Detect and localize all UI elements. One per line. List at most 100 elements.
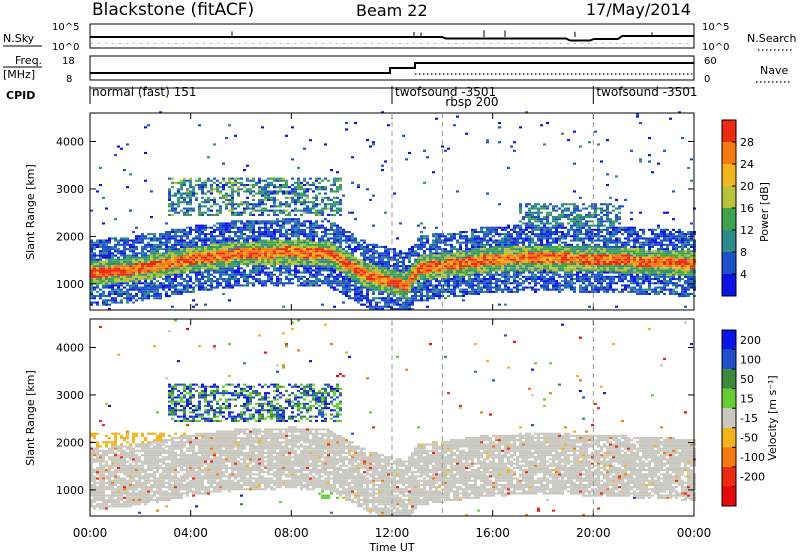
power-cell bbox=[504, 254, 507, 257]
power-cell bbox=[108, 282, 111, 285]
power-cell bbox=[369, 307, 372, 310]
power-cell bbox=[243, 271, 246, 274]
power-cell bbox=[150, 280, 153, 283]
power-cell bbox=[192, 254, 195, 257]
power-cell bbox=[366, 275, 369, 278]
power-cell bbox=[219, 181, 222, 184]
power-cell bbox=[321, 260, 324, 263]
power-cell bbox=[372, 305, 375, 308]
power-cell bbox=[231, 254, 234, 257]
power-cell bbox=[462, 252, 465, 255]
power-cell bbox=[339, 235, 342, 238]
power-cell bbox=[321, 207, 324, 210]
power-cell bbox=[294, 258, 297, 261]
power-cell bbox=[282, 184, 285, 187]
power-cell bbox=[342, 265, 345, 268]
cpid-mode-label: twofsound -3501 bbox=[395, 85, 496, 99]
power-cell bbox=[177, 282, 180, 285]
power-cell bbox=[111, 280, 114, 283]
power-cell bbox=[123, 275, 126, 278]
power-cell bbox=[303, 224, 306, 227]
power-cell bbox=[510, 235, 513, 238]
power-cell bbox=[321, 220, 324, 223]
power-cell bbox=[93, 260, 96, 263]
power-cell bbox=[261, 194, 264, 197]
power-cell bbox=[417, 282, 420, 285]
power-cell bbox=[312, 190, 315, 193]
power-cell bbox=[249, 260, 252, 263]
power-cell bbox=[534, 260, 537, 263]
power-cell bbox=[177, 181, 180, 184]
power-cell bbox=[408, 307, 411, 310]
power-cell bbox=[507, 275, 510, 278]
power-cell bbox=[264, 184, 267, 187]
power-cell bbox=[402, 307, 405, 310]
power-cell bbox=[498, 254, 501, 257]
power-cell bbox=[402, 258, 405, 261]
power-cell bbox=[546, 265, 549, 268]
power-cell bbox=[318, 284, 321, 287]
power-cell bbox=[366, 305, 369, 308]
power-cell bbox=[132, 271, 135, 274]
power-cell bbox=[516, 224, 519, 227]
power-cell bbox=[489, 263, 492, 266]
power-cell bbox=[243, 241, 246, 244]
power-cell bbox=[114, 290, 117, 293]
power-cell bbox=[396, 284, 399, 287]
power-cell bbox=[285, 241, 288, 244]
power-cell bbox=[348, 243, 351, 246]
power-cell bbox=[372, 290, 375, 293]
power-cell bbox=[429, 263, 432, 266]
power-cell bbox=[393, 267, 396, 270]
power-cell bbox=[333, 250, 336, 253]
power-cell bbox=[546, 260, 549, 263]
power-cell bbox=[504, 263, 507, 266]
power-cell bbox=[309, 265, 312, 268]
power-cell bbox=[279, 231, 282, 234]
power-cell bbox=[330, 254, 333, 257]
power-cell bbox=[387, 267, 390, 270]
nsearch-tick-top: 10^5 bbox=[702, 22, 729, 33]
power-cell bbox=[225, 248, 228, 251]
power-cell bbox=[405, 273, 408, 276]
power-cell bbox=[153, 245, 156, 248]
power-cell bbox=[105, 271, 108, 274]
power-cell bbox=[477, 237, 480, 240]
power-cell bbox=[237, 226, 240, 229]
power-cell bbox=[132, 273, 135, 276]
power-cell bbox=[438, 254, 441, 257]
power-cell bbox=[522, 243, 525, 246]
power-cell bbox=[168, 241, 171, 244]
power-cell bbox=[360, 278, 363, 281]
power-cell bbox=[417, 239, 420, 242]
power-cell bbox=[531, 241, 534, 244]
power-cell bbox=[369, 305, 372, 308]
power-cell bbox=[222, 250, 225, 253]
power-cell bbox=[255, 184, 258, 187]
power-cell bbox=[165, 280, 168, 283]
power-cell bbox=[264, 239, 267, 242]
power-cell bbox=[414, 288, 417, 291]
power-cell bbox=[156, 292, 159, 295]
power-cell bbox=[498, 203, 501, 206]
power-cell bbox=[135, 269, 138, 272]
power-cell bbox=[186, 226, 189, 229]
power-cell bbox=[288, 252, 291, 255]
power-cell bbox=[114, 258, 117, 261]
power-cell bbox=[174, 250, 177, 253]
power-cell bbox=[528, 269, 531, 272]
power-cell bbox=[408, 303, 411, 306]
power-cell bbox=[99, 273, 102, 276]
power-cell bbox=[528, 286, 531, 289]
power-cell bbox=[297, 192, 300, 195]
power-cell bbox=[132, 280, 135, 283]
power-cell bbox=[429, 252, 432, 255]
power-cell bbox=[261, 245, 264, 248]
power-cell bbox=[147, 233, 150, 236]
power-cell bbox=[102, 260, 105, 263]
power-cell bbox=[105, 241, 108, 244]
power-cell bbox=[543, 224, 546, 227]
power-cell bbox=[393, 269, 396, 272]
power-cell bbox=[468, 263, 471, 266]
power-cell bbox=[261, 186, 264, 189]
